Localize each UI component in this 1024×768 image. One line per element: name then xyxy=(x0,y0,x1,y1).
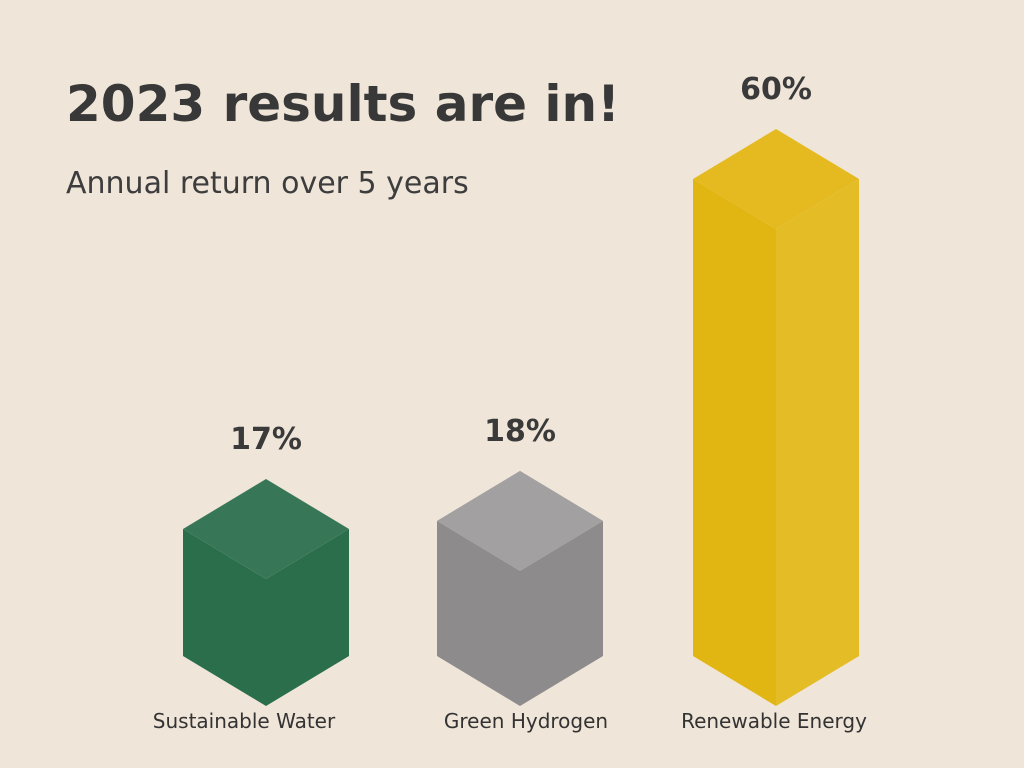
category-label: Green Hydrogen xyxy=(444,709,608,733)
bar-green-hydrogen xyxy=(437,470,603,706)
bar-left-face xyxy=(183,529,266,706)
value-label: 17% xyxy=(230,422,302,457)
bar-sustainable-water xyxy=(183,479,349,706)
bar-renewable-energy xyxy=(693,129,859,706)
page-title: 2023 results are in! xyxy=(66,75,620,133)
page-subtitle: Annual return over 5 years xyxy=(66,166,469,201)
bar-right-face xyxy=(776,179,859,706)
bar-right-face xyxy=(266,529,349,706)
bar-right-face xyxy=(520,520,603,706)
value-label: 18% xyxy=(484,414,556,449)
value-label: 60% xyxy=(740,72,812,107)
bar-left-face xyxy=(693,179,776,706)
bar-left-face xyxy=(437,520,520,706)
category-label: Renewable Energy xyxy=(681,709,867,733)
bar-top-face xyxy=(693,129,859,229)
bar-top-face xyxy=(437,470,603,571)
category-label: Sustainable Water xyxy=(153,709,336,733)
bar-top-face xyxy=(183,479,349,579)
